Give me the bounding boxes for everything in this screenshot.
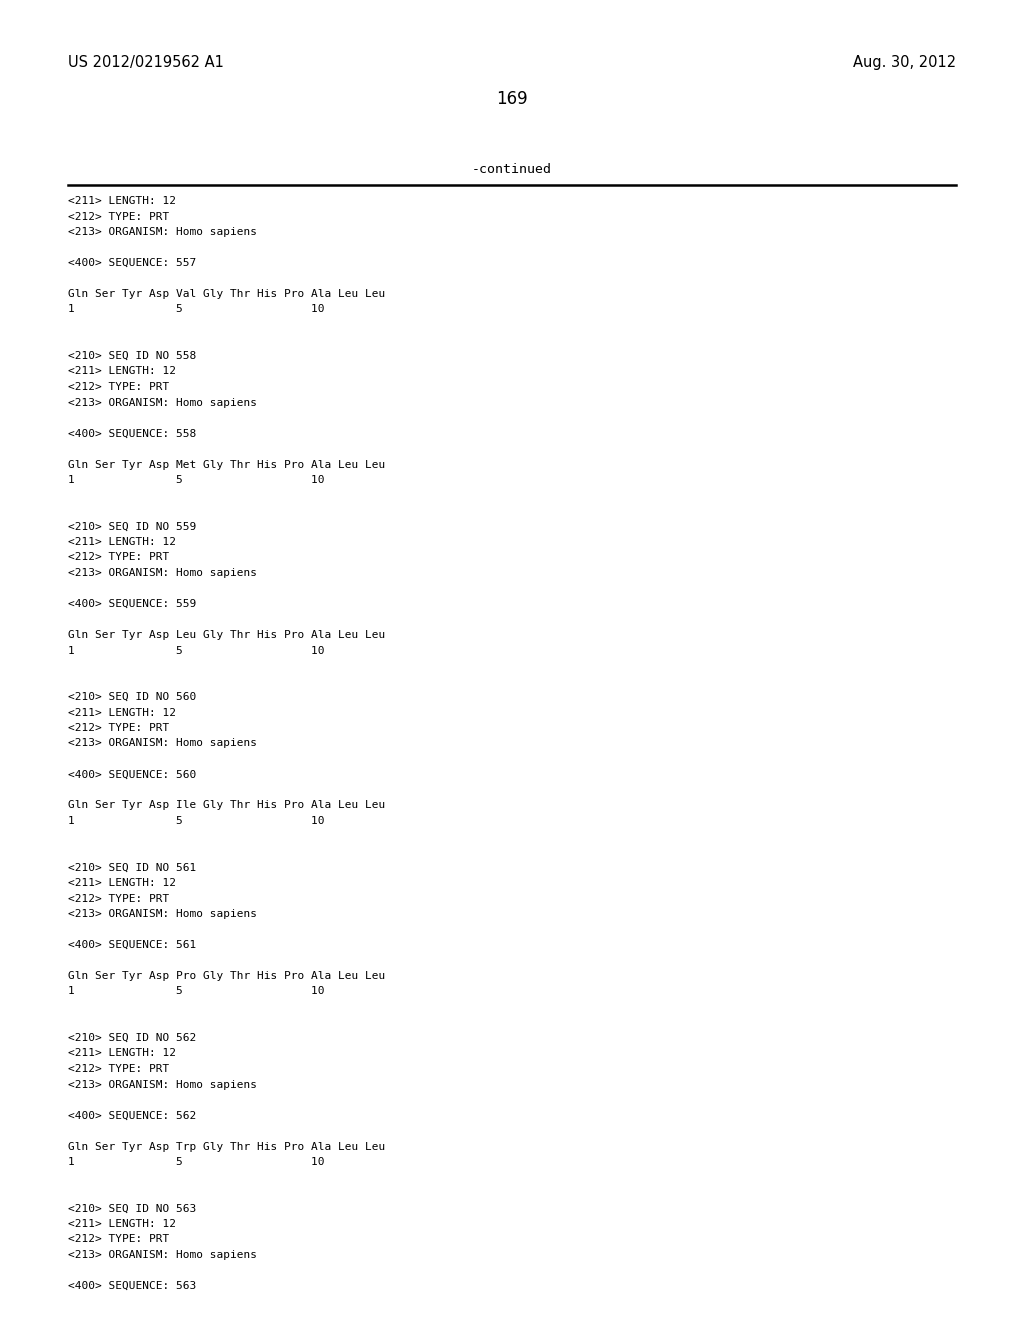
Text: Gln Ser Tyr Asp Trp Gly Thr His Pro Ala Leu Leu: Gln Ser Tyr Asp Trp Gly Thr His Pro Ala … [68, 1142, 385, 1151]
Text: 1               5                   10: 1 5 10 [68, 305, 325, 314]
Text: <211> LENGTH: 12: <211> LENGTH: 12 [68, 195, 176, 206]
Text: <400> SEQUENCE: 561: <400> SEQUENCE: 561 [68, 940, 197, 950]
Text: <211> LENGTH: 12: <211> LENGTH: 12 [68, 708, 176, 718]
Text: Aug. 30, 2012: Aug. 30, 2012 [853, 55, 956, 70]
Text: <213> ORGANISM: Homo sapiens: <213> ORGANISM: Homo sapiens [68, 1250, 257, 1261]
Text: <400> SEQUENCE: 557: <400> SEQUENCE: 557 [68, 257, 197, 268]
Text: <213> ORGANISM: Homo sapiens: <213> ORGANISM: Homo sapiens [68, 227, 257, 238]
Text: <211> LENGTH: 12: <211> LENGTH: 12 [68, 878, 176, 888]
Text: <212> TYPE: PRT: <212> TYPE: PRT [68, 553, 169, 562]
Text: Gln Ser Tyr Asp Met Gly Thr His Pro Ala Leu Leu: Gln Ser Tyr Asp Met Gly Thr His Pro Ala … [68, 459, 385, 470]
Text: <213> ORGANISM: Homo sapiens: <213> ORGANISM: Homo sapiens [68, 909, 257, 919]
Text: 1               5                   10: 1 5 10 [68, 1158, 325, 1167]
Text: -continued: -continued [472, 162, 552, 176]
Text: <213> ORGANISM: Homo sapiens: <213> ORGANISM: Homo sapiens [68, 397, 257, 408]
Text: <210> SEQ ID NO 561: <210> SEQ ID NO 561 [68, 862, 197, 873]
Text: <212> TYPE: PRT: <212> TYPE: PRT [68, 894, 169, 903]
Text: <210> SEQ ID NO 560: <210> SEQ ID NO 560 [68, 692, 197, 702]
Text: <211> LENGTH: 12: <211> LENGTH: 12 [68, 367, 176, 376]
Text: Gln Ser Tyr Asp Ile Gly Thr His Pro Ala Leu Leu: Gln Ser Tyr Asp Ile Gly Thr His Pro Ala … [68, 800, 385, 810]
Text: <210> SEQ ID NO 559: <210> SEQ ID NO 559 [68, 521, 197, 532]
Text: <400> SEQUENCE: 559: <400> SEQUENCE: 559 [68, 599, 197, 609]
Text: 1               5                   10: 1 5 10 [68, 645, 325, 656]
Text: US 2012/0219562 A1: US 2012/0219562 A1 [68, 55, 224, 70]
Text: <212> TYPE: PRT: <212> TYPE: PRT [68, 1234, 169, 1245]
Text: <211> LENGTH: 12: <211> LENGTH: 12 [68, 1048, 176, 1059]
Text: 169: 169 [497, 90, 527, 108]
Text: <212> TYPE: PRT: <212> TYPE: PRT [68, 381, 169, 392]
Text: Gln Ser Tyr Asp Leu Gly Thr His Pro Ala Leu Leu: Gln Ser Tyr Asp Leu Gly Thr His Pro Ala … [68, 630, 385, 640]
Text: <213> ORGANISM: Homo sapiens: <213> ORGANISM: Homo sapiens [68, 568, 257, 578]
Text: Gln Ser Tyr Asp Pro Gly Thr His Pro Ala Leu Leu: Gln Ser Tyr Asp Pro Gly Thr His Pro Ala … [68, 972, 385, 981]
Text: <400> SEQUENCE: 562: <400> SEQUENCE: 562 [68, 1110, 197, 1121]
Text: <211> LENGTH: 12: <211> LENGTH: 12 [68, 1218, 176, 1229]
Text: <212> TYPE: PRT: <212> TYPE: PRT [68, 723, 169, 733]
Text: <212> TYPE: PRT: <212> TYPE: PRT [68, 211, 169, 222]
Text: 1               5                   10: 1 5 10 [68, 475, 325, 484]
Text: <400> SEQUENCE: 558: <400> SEQUENCE: 558 [68, 429, 197, 438]
Text: 1               5                   10: 1 5 10 [68, 986, 325, 997]
Text: <210> SEQ ID NO 558: <210> SEQ ID NO 558 [68, 351, 197, 360]
Text: 1               5                   10: 1 5 10 [68, 816, 325, 826]
Text: <400> SEQUENCE: 563: <400> SEQUENCE: 563 [68, 1280, 197, 1291]
Text: <213> ORGANISM: Homo sapiens: <213> ORGANISM: Homo sapiens [68, 1080, 257, 1089]
Text: <210> SEQ ID NO 562: <210> SEQ ID NO 562 [68, 1034, 197, 1043]
Text: Gln Ser Tyr Asp Val Gly Thr His Pro Ala Leu Leu: Gln Ser Tyr Asp Val Gly Thr His Pro Ala … [68, 289, 385, 300]
Text: <213> ORGANISM: Homo sapiens: <213> ORGANISM: Homo sapiens [68, 738, 257, 748]
Text: <210> SEQ ID NO 563: <210> SEQ ID NO 563 [68, 1204, 197, 1213]
Text: <212> TYPE: PRT: <212> TYPE: PRT [68, 1064, 169, 1074]
Text: <211> LENGTH: 12: <211> LENGTH: 12 [68, 537, 176, 546]
Text: <400> SEQUENCE: 560: <400> SEQUENCE: 560 [68, 770, 197, 780]
